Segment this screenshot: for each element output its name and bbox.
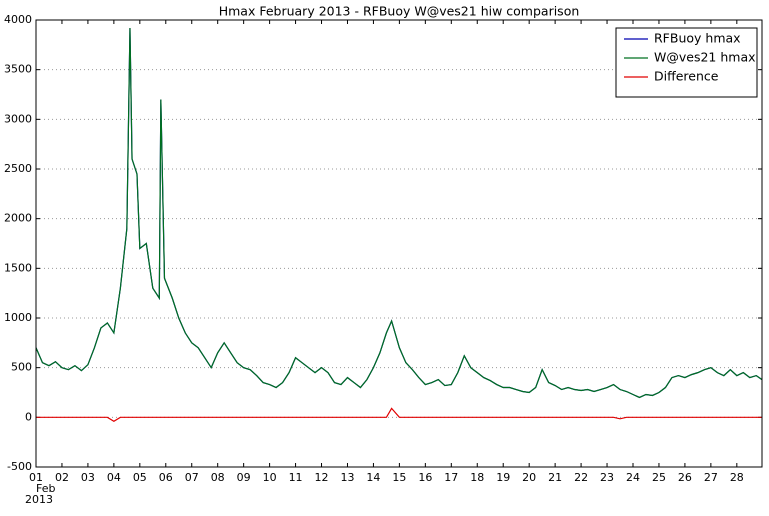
- x-tick-label: 05: [133, 471, 147, 484]
- y-tick-label: 4000: [4, 13, 32, 26]
- legend-label: Difference: [654, 69, 719, 84]
- x-tick-label: 07: [185, 471, 199, 484]
- x-tick-label: 10: [263, 471, 277, 484]
- x-tick-label: 23: [600, 471, 614, 484]
- y-tick-label: 1500: [4, 261, 32, 274]
- x-tick-label: 26: [678, 471, 692, 484]
- x-tick-label: 24: [626, 471, 640, 484]
- x-tick-label: 13: [340, 471, 354, 484]
- x-tick-label: 17: [444, 471, 458, 484]
- y-tick-label: -500: [7, 460, 32, 473]
- x-tick-label: 19: [496, 471, 510, 484]
- x-tick-label: 21: [548, 471, 562, 484]
- x-tick-label: 01: [29, 471, 43, 484]
- legend-label: W@ves21 hmax: [654, 50, 756, 65]
- x-tick-label: 02: [55, 471, 69, 484]
- x-month-label: Feb: [36, 482, 55, 495]
- y-tick-label: 500: [11, 361, 32, 374]
- x-tick-label: 27: [704, 471, 718, 484]
- x-tick-label: 16: [418, 471, 432, 484]
- y-tick-label: 2000: [4, 212, 32, 225]
- y-tick-label: 0: [25, 410, 32, 423]
- x-tick-label: 15: [392, 471, 406, 484]
- x-tick-label: 28: [730, 471, 744, 484]
- chart-title: Hmax February 2013 - RFBuoy W@ves21 hiw …: [219, 4, 580, 19]
- x-tick-label: 12: [315, 471, 329, 484]
- legend-label: RFBuoy hmax: [654, 31, 741, 46]
- x-tick-label: 18: [470, 471, 484, 484]
- plot-frame: [35, 19, 763, 468]
- x-tick-label: 20: [522, 471, 536, 484]
- x-tick-label: 09: [237, 471, 251, 484]
- x-tick-label: 11: [289, 471, 303, 484]
- x-tick-label: 06: [159, 471, 173, 484]
- data-line: [35, 27, 763, 399]
- y-tick-label: 2500: [4, 162, 32, 175]
- x-tick-label: 22: [574, 471, 588, 484]
- x-tick-label: 08: [211, 471, 225, 484]
- x-tick-label: 04: [107, 471, 121, 484]
- x-tick-label: 03: [81, 471, 95, 484]
- x-tick-label: 25: [652, 471, 666, 484]
- data-line: [36, 407, 762, 423]
- x-tick-label: 14: [366, 471, 380, 484]
- x-year-label: 2013: [25, 493, 53, 506]
- y-tick-label: 3000: [4, 112, 32, 125]
- y-tick-label: 1000: [4, 311, 32, 324]
- y-tick-label: 3500: [4, 63, 32, 76]
